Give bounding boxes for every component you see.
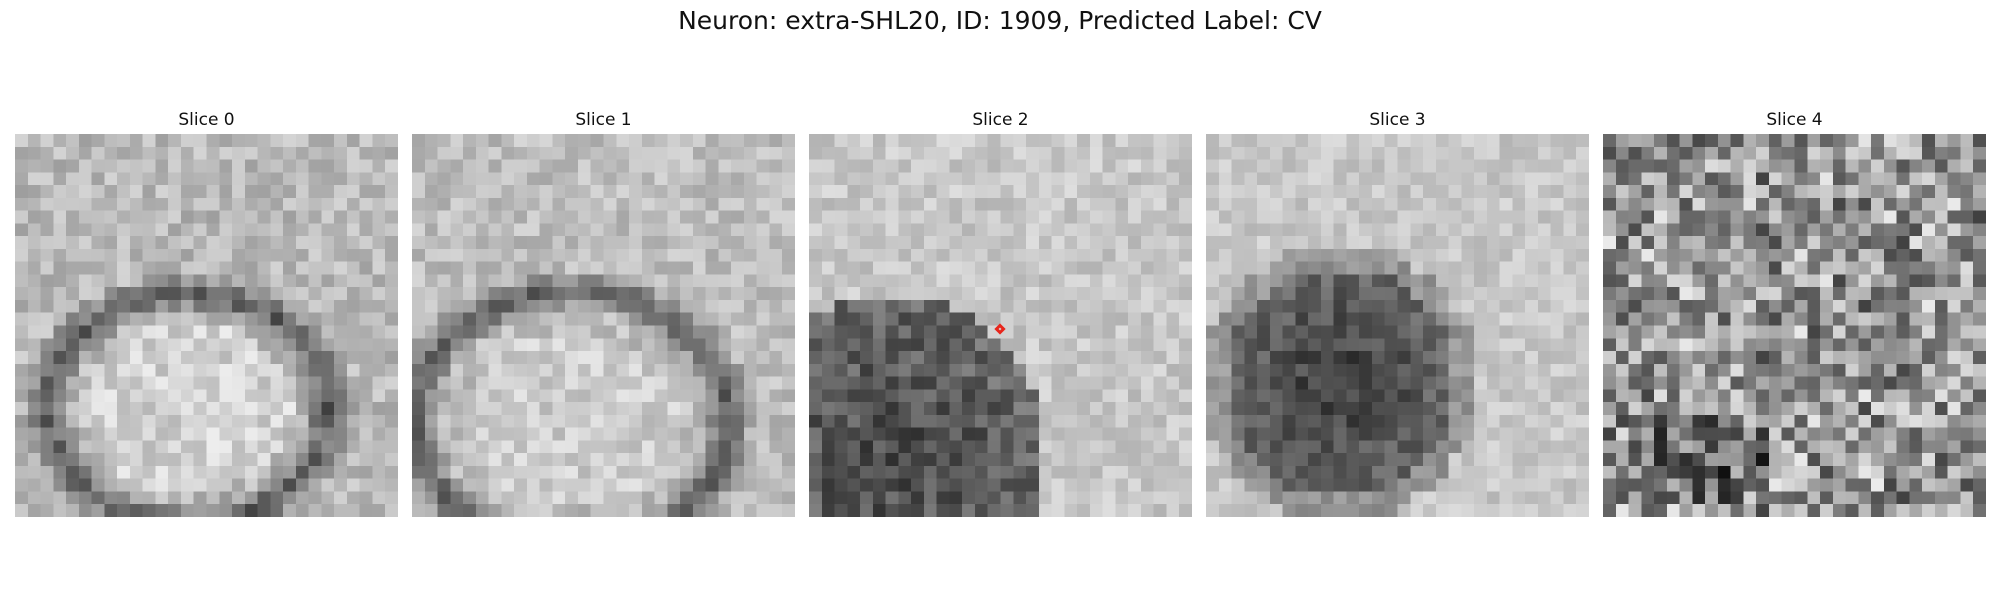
- slice-title: Slice 3: [1369, 110, 1426, 130]
- slice-image: [1206, 134, 1589, 517]
- slice-image: [809, 134, 1192, 517]
- slice-title: Slice 0: [178, 110, 235, 130]
- slice-image: [1603, 134, 1986, 517]
- slice-panel-3: Slice 3: [1206, 108, 1589, 517]
- slice-image: [15, 134, 398, 517]
- slice-panel-2: Slice 2: [809, 108, 1192, 517]
- slice-panel-4: Slice 4: [1603, 108, 1986, 517]
- slice-image: [412, 134, 795, 517]
- slice-panel-0: Slice 0: [15, 108, 398, 517]
- slice-title: Slice 4: [1766, 110, 1823, 130]
- figure-title: Neuron: extra-SHL20, ID: 1909, Predicted…: [678, 6, 1322, 35]
- slice-title: Slice 2: [972, 110, 1029, 130]
- slice-panel-1: Slice 1: [412, 108, 795, 517]
- slice-title: Slice 1: [575, 110, 632, 130]
